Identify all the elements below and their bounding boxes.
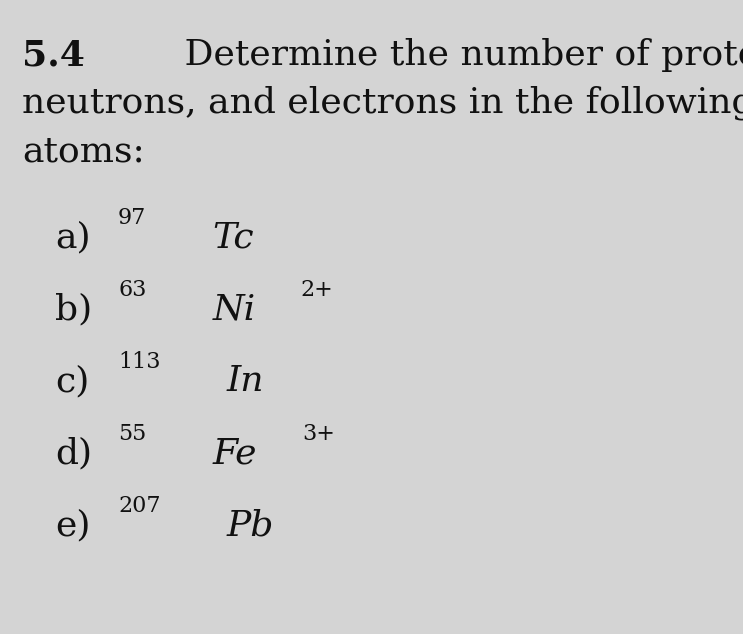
Text: e): e) xyxy=(55,508,91,542)
Text: b): b) xyxy=(55,292,92,326)
Text: Determine the number of protons,: Determine the number of protons, xyxy=(173,38,743,72)
Text: 63: 63 xyxy=(118,279,146,301)
Text: Tc: Tc xyxy=(212,220,254,254)
Text: 5.4: 5.4 xyxy=(22,38,85,72)
Text: c): c) xyxy=(55,364,89,398)
Text: Pb: Pb xyxy=(227,508,274,542)
Text: Fe: Fe xyxy=(212,436,257,470)
Text: 3+: 3+ xyxy=(302,423,335,445)
Text: 97: 97 xyxy=(118,207,146,229)
Text: 2+: 2+ xyxy=(301,279,334,301)
Text: d): d) xyxy=(55,436,92,470)
Text: In: In xyxy=(227,364,265,398)
Text: 55: 55 xyxy=(118,423,146,445)
Text: 207: 207 xyxy=(118,495,160,517)
Text: atoms:: atoms: xyxy=(22,134,145,168)
Text: a): a) xyxy=(55,220,91,254)
Text: Ni: Ni xyxy=(212,292,256,326)
Text: 113: 113 xyxy=(118,351,160,373)
Text: neutrons, and electrons in the following: neutrons, and electrons in the following xyxy=(22,86,743,120)
